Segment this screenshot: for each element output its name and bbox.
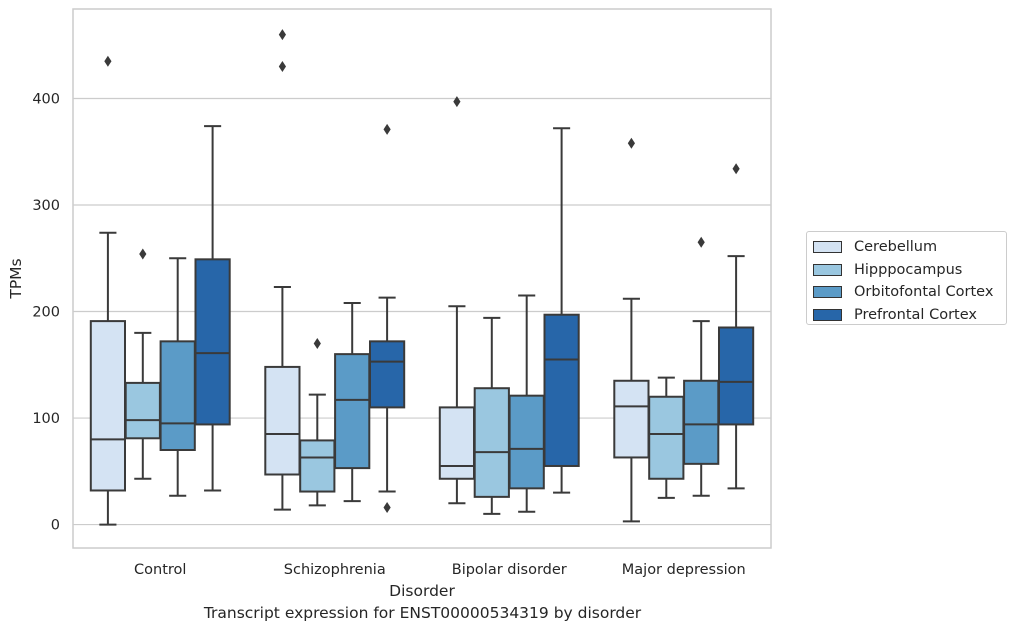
boxes-layer [89, 29, 755, 526]
box-orbitofontal-cortex [508, 294, 545, 513]
legend-label: Hipppocampus [854, 261, 963, 278]
outlier-point [627, 137, 635, 149]
legend-item: Orbitofontal Cortex [813, 281, 1006, 304]
box-cerebellum [89, 55, 127, 526]
y-tick-label: 0 [51, 518, 60, 534]
plot-frame [72, 8, 772, 549]
outlier-point [278, 61, 286, 73]
box-body [717, 326, 755, 426]
box-body [368, 340, 406, 409]
box-orbitofontal-cortex [334, 302, 371, 503]
box-prefrontal-cortex [543, 127, 580, 494]
legend-item: Prefrontal Cortex [813, 304, 1006, 327]
box-hipppocampus [648, 376, 685, 499]
box-prefrontal-cortex [717, 163, 755, 490]
box-hipppocampus [124, 248, 161, 480]
box-cerebellum [438, 96, 476, 505]
box-orbitofontal-cortex [683, 236, 720, 497]
x-axis-ticks: Control Schizophrenia Bipolar disorder Majo… [134, 562, 746, 578]
box-body [159, 340, 196, 452]
outlier-point [383, 123, 391, 135]
legend: Cerebellum Hipppocampus Orbitofontal Corte… [806, 231, 1007, 325]
box-prefrontal-cortex [368, 123, 406, 514]
box-body [334, 353, 371, 470]
box-cerebellum [264, 29, 301, 511]
legend-label: Prefrontal Cortex [854, 306, 977, 323]
box-body [613, 379, 650, 459]
box-body [299, 439, 336, 493]
legend-swatch [813, 308, 842, 321]
outlier-point [453, 96, 461, 108]
outlier-point [313, 337, 321, 349]
outlier-point [104, 55, 112, 67]
box-body [89, 320, 127, 492]
box-body [543, 313, 580, 467]
box-body [194, 258, 231, 426]
y-tick-label: 200 [32, 305, 60, 321]
box-cerebellum [613, 137, 650, 523]
legend-swatch [813, 286, 842, 299]
outlier-point [139, 248, 147, 260]
box-body [473, 387, 510, 498]
y-tick-label: 100 [32, 411, 60, 427]
y-axis-label: TPMs [7, 258, 25, 299]
outlier-point [278, 29, 286, 41]
x-tick-label: Bipolar disorder [452, 562, 567, 578]
box-body [648, 395, 685, 480]
box-body [124, 381, 161, 440]
x-axis-label: Disorder [389, 582, 455, 600]
box-hipppocampus [473, 316, 510, 515]
legend-swatch [813, 263, 842, 276]
legend-label: Cerebellum [854, 239, 938, 256]
chart-title: Transcript expression for ENST0000053431… [203, 604, 642, 622]
y-tick-label: 300 [32, 198, 60, 214]
outlier-point [383, 502, 391, 514]
legend-item: Cerebellum [813, 236, 1006, 259]
legend-swatch [813, 241, 842, 254]
legend-item: Hipppocampus [813, 259, 1006, 282]
box-body [508, 394, 545, 490]
box-body [264, 365, 301, 476]
outlier-point [732, 163, 740, 175]
x-tick-label: Control [134, 562, 186, 578]
box-hipppocampus [299, 337, 336, 507]
box-body [438, 406, 476, 480]
x-tick-label: Schizophrenia [284, 562, 386, 578]
outlier-point [697, 236, 705, 248]
box-prefrontal-cortex [194, 125, 231, 492]
x-tick-label: Major depression [622, 562, 746, 578]
y-axis-ticks: 0 100 200 300 400 [32, 91, 60, 533]
box-orbitofontal-cortex [159, 257, 196, 497]
box-body [683, 379, 720, 465]
y-tick-label: 400 [32, 91, 60, 107]
legend-label: Orbitofontal Cortex [854, 284, 994, 301]
